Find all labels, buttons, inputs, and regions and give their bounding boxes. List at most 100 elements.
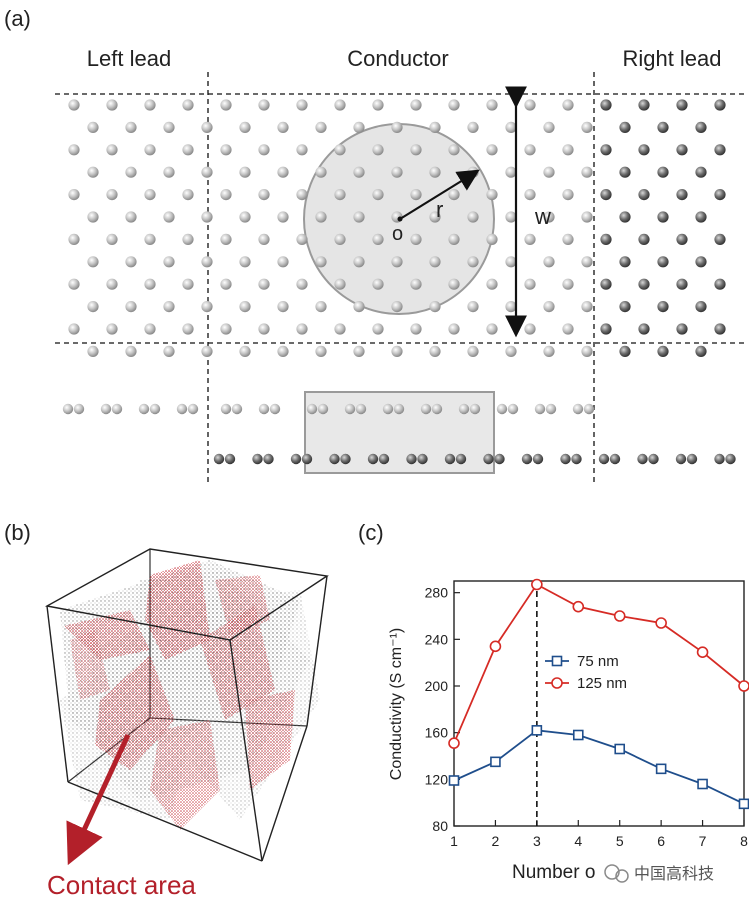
- lattice-atom: [258, 189, 270, 201]
- side-atom-bottom: [329, 453, 340, 465]
- lattice-atom: [486, 144, 498, 156]
- data-point-circle: [738, 680, 749, 692]
- lattice-atom: [581, 256, 593, 268]
- data-point-square: [614, 743, 626, 755]
- series-line: [453, 583, 745, 744]
- lattice-atom: [296, 144, 308, 156]
- lattice-atom: [695, 345, 707, 357]
- lattice-atom: [163, 301, 175, 313]
- lattice-atom: [581, 211, 593, 223]
- lattice-atom: [581, 121, 593, 133]
- lattice-atom: [657, 256, 669, 268]
- cube-frame-front: [44, 548, 329, 862]
- lattice-atom: [619, 211, 631, 223]
- lattice-atom: [562, 99, 574, 111]
- lattice-atom: [353, 121, 365, 133]
- side-atom-top: [220, 403, 232, 415]
- y-tick-label: 80: [432, 818, 448, 834]
- lattice-atom: [201, 301, 213, 313]
- lattice-atom: [714, 189, 726, 201]
- lattice-atom: [106, 99, 118, 111]
- lattice-atom: [391, 301, 403, 313]
- lattice-atom: [619, 166, 631, 178]
- side-atom-top: [469, 403, 481, 415]
- lattice-atom: [638, 99, 650, 111]
- lattice-atom: [429, 256, 441, 268]
- lattice-atom: [125, 345, 137, 357]
- side-atom-top: [317, 403, 329, 415]
- lattice-atom: [296, 189, 308, 201]
- x-tick-label: 8: [740, 833, 748, 849]
- data-point-square: [572, 729, 584, 741]
- lattice-atom: [106, 189, 118, 201]
- lattice-atom: [68, 278, 80, 290]
- side-atom-top: [269, 403, 281, 415]
- lattice-atom: [543, 121, 555, 133]
- center-label: o: [392, 223, 403, 245]
- lattice-atom: [543, 301, 555, 313]
- lattice-atom: [562, 233, 574, 245]
- lattice-atom: [87, 166, 99, 178]
- side-atom-bottom: [725, 453, 736, 465]
- side-atom-top: [258, 403, 270, 415]
- lattice-atom: [315, 211, 327, 223]
- lattice-atom: [353, 256, 365, 268]
- lattice-atom: [600, 233, 612, 245]
- data-point-square: [738, 798, 749, 810]
- side-atom-bottom: [455, 453, 467, 465]
- lattice-atom: [334, 99, 346, 111]
- data-point-circle: [448, 737, 460, 749]
- side-atom-top: [507, 403, 519, 415]
- side-atom-top: [420, 403, 432, 415]
- panel-b: (b): [4, 520, 329, 900]
- legend-marker-circle: [551, 677, 563, 689]
- side-atom-bottom: [263, 453, 274, 465]
- side-atom-bottom: [213, 453, 225, 465]
- side-atom-bottom: [598, 453, 610, 465]
- lattice-atom: [144, 189, 156, 201]
- lattice-atom: [695, 301, 707, 313]
- side-atom-bottom: [521, 453, 533, 465]
- lattice-atom: [334, 233, 346, 245]
- side-atom-top: [138, 403, 150, 415]
- legend-label: 75 nm: [577, 653, 619, 670]
- lattice-atom: [638, 323, 650, 335]
- lattice-atom: [334, 323, 346, 335]
- lattice-atom: [277, 345, 289, 357]
- lattice-atom: [448, 144, 460, 156]
- lattice-atom: [448, 323, 460, 335]
- watermark: 中国高科技: [601, 856, 741, 888]
- lattice-atom: [258, 323, 270, 335]
- lattice-atom: [277, 166, 289, 178]
- lattice-atom: [638, 233, 650, 245]
- lattice-atom: [486, 278, 498, 290]
- side-atom-top: [149, 403, 161, 415]
- lattice-atom: [144, 323, 156, 335]
- lattice-atom: [505, 345, 517, 357]
- lattice-atom: [201, 256, 213, 268]
- lattice-atom: [467, 345, 479, 357]
- lattice-atom: [125, 301, 137, 313]
- lattice-atom: [372, 99, 384, 111]
- lattice-atom: [106, 278, 118, 290]
- lattice-atom: [448, 278, 460, 290]
- lattice-atom: [714, 278, 726, 290]
- lattice-atom: [524, 189, 536, 201]
- lattice-atom: [467, 301, 479, 313]
- side-atom-top: [111, 403, 123, 415]
- lattice-atom: [581, 345, 593, 357]
- lattice-atom: [68, 189, 80, 201]
- lattice-atom: [353, 166, 365, 178]
- lattice-atom: [486, 323, 498, 335]
- lattice-atom: [695, 256, 707, 268]
- lattice-atom: [106, 233, 118, 245]
- lattice-atom: [638, 189, 650, 201]
- lattice-atom: [220, 99, 232, 111]
- y-tick-label: 160: [425, 725, 449, 741]
- lattice-atom: [391, 256, 403, 268]
- lattice-atom: [125, 121, 137, 133]
- lattice-atom: [68, 323, 80, 335]
- side-atom-bottom: [406, 453, 417, 465]
- lattice-atom: [619, 121, 631, 133]
- lattice-atom: [524, 278, 536, 290]
